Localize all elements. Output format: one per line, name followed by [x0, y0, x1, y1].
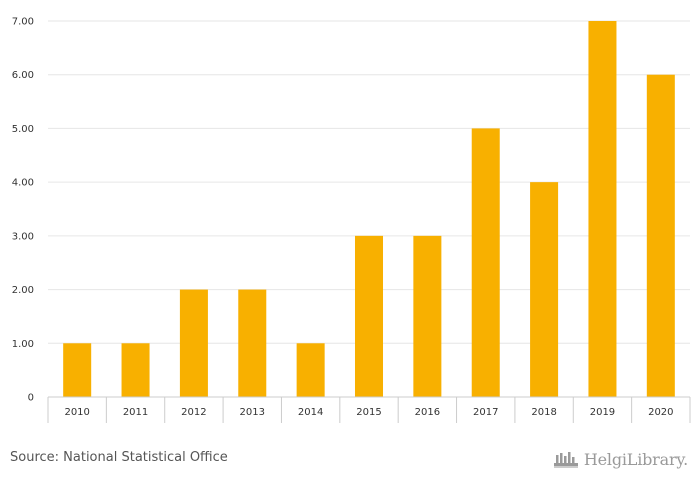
x-tick-label: 2020 — [648, 407, 673, 418]
bar-2011[interactable] — [121, 343, 150, 397]
bar-2015[interactable] — [354, 235, 384, 397]
x-tick-label: 2014 — [298, 407, 323, 418]
bar-2013[interactable] — [238, 289, 267, 397]
bar-2017[interactable] — [471, 128, 500, 397]
bar-2014[interactable] — [296, 343, 325, 397]
x-tick-label: 2016 — [415, 407, 440, 418]
y-tick-label: 6.00 — [12, 70, 34, 81]
y-tick-labels: 0 1.00 2.00 3.00 4.00 5.00 6.00 7.00 — [12, 17, 34, 404]
y-tick-label: 0 — [28, 393, 34, 404]
x-tick-label: 2019 — [590, 407, 615, 418]
y-tick-label: 2.00 — [12, 285, 34, 296]
brand-link[interactable]: HelgiLibrary. — [552, 447, 688, 471]
chart-footer: Source: National Statistical Office Helg… — [0, 440, 700, 483]
x-tick-label: 2012 — [181, 407, 206, 418]
bar-2020[interactable] — [646, 74, 675, 397]
bar-2018[interactable] — [530, 182, 559, 397]
y-tick-label: 4.00 — [12, 178, 34, 189]
y-tick-label: 5.00 — [12, 124, 34, 135]
bar-2012[interactable] — [179, 289, 208, 397]
x-tick-label: 2010 — [64, 407, 89, 418]
x-tick-label: 2015 — [356, 407, 381, 418]
y-tick-label: 1.00 — [12, 339, 34, 350]
x-tick-label: 2013 — [240, 407, 265, 418]
y-tick-label: 3.00 — [12, 231, 34, 242]
bar-2010[interactable] — [63, 343, 92, 397]
bars — [63, 21, 675, 397]
x-tick-label: 2018 — [531, 407, 556, 418]
brand-name: HelgiLibrary. — [583, 449, 688, 469]
x-tick-label: 2011 — [123, 407, 148, 418]
bar-chart: 01.002.003.004.005.006.007.00 2010 2011 20… — [12, 17, 691, 423]
x-tick-labels: 2010 2011 2012 2013 2014 2015 2016 2017 2018 2019… — [64, 407, 673, 418]
y-tick-label: 7.00 — [12, 17, 34, 28]
x-tick-label: 2017 — [473, 407, 498, 418]
source-label: Source: National Statistical Office — [10, 450, 228, 465]
bar-2016[interactable] — [413, 235, 442, 397]
helgi-library-logo-icon — [552, 449, 580, 469]
bar-2019[interactable] — [588, 21, 617, 397]
axes — [47, 396, 691, 423]
